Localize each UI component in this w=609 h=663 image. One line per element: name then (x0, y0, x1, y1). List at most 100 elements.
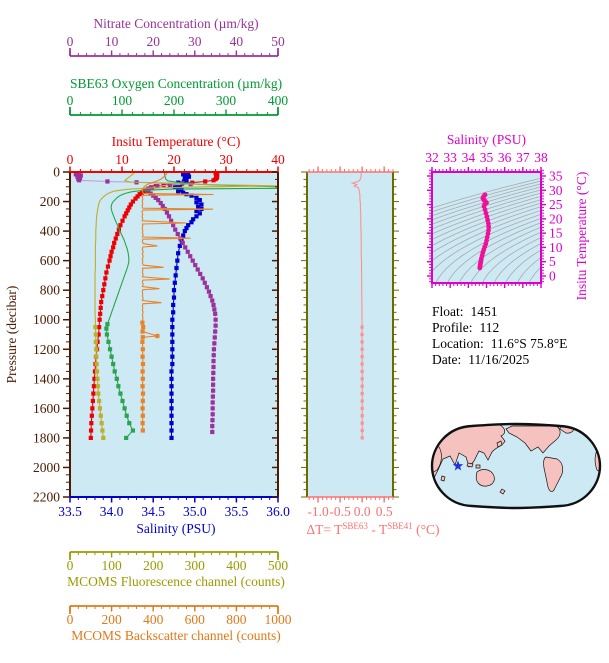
tick-label: 100 (101, 558, 122, 573)
tick-label: 0 (67, 152, 74, 167)
tick-label: 300 (185, 558, 206, 573)
delta-t-axis-title: ΔT= TSBE63 - TSBE41 (°C) (307, 521, 440, 537)
tick-label: -0.5 (329, 504, 351, 519)
tick-label: 0 (549, 269, 556, 284)
tick-label: 30 (188, 34, 202, 49)
tick-label: 37 (516, 150, 530, 165)
tick-label: 400 (268, 93, 289, 108)
tick-label: 10 (115, 152, 129, 167)
float-label: Float: (432, 304, 464, 319)
tick-label: 200 (164, 93, 185, 108)
tick-label: 20 (146, 34, 160, 49)
tick-label: 36 (498, 150, 512, 165)
pressure-tick-label: 2000 (33, 460, 60, 475)
tick-label: 50 (271, 34, 285, 49)
tick-label: 34 (462, 150, 476, 165)
series-oxygen-line (105, 172, 278, 439)
tick-label: 35 (480, 150, 494, 165)
tick-label: 10 (549, 240, 563, 255)
tick-label: 30 (549, 183, 563, 198)
axis-title: SBE63 Oxygen Concentration (µm/kg) (70, 76, 282, 91)
pressure-tick-label: 400 (40, 224, 61, 239)
float-info-row: Location: 11.6°S 75.8°E (432, 336, 607, 352)
date-label: Date: (432, 352, 462, 367)
axis-title: Insitu Temperature (°C) (112, 134, 241, 149)
tick-label: 0.5 (376, 504, 393, 519)
tick-label: 500 (268, 558, 289, 573)
tick-label: 35 (549, 169, 563, 184)
series-delta_t-markers (360, 325, 364, 440)
float-location-star (452, 460, 464, 471)
tick-label: 100 (112, 93, 133, 108)
tick-label: 34.0 (100, 504, 124, 519)
tick-label: 0 (67, 612, 74, 627)
pressure-tick-label: 1200 (33, 342, 60, 357)
world-map (430, 422, 602, 510)
tick-label: -1.0 (307, 504, 329, 519)
tick-label: 15 (549, 226, 563, 241)
float-info-row: Date: 11/16/2025 (432, 352, 607, 368)
pressure-tick-label: 200 (40, 194, 61, 209)
tick-label: 200 (143, 558, 164, 573)
tick-label: 33 (443, 150, 457, 165)
tick-label: 400 (226, 558, 247, 573)
axis-title: MCOMS Backscatter channel (counts) (71, 628, 281, 643)
location-label: Location: (432, 336, 484, 351)
tick-label: 0.0 (354, 504, 371, 519)
tick-label: 400 (143, 612, 164, 627)
tick-label: 20 (167, 152, 181, 167)
profile-series (73, 172, 278, 441)
delta-t-panel: -1.0 -0.5 0.0 0.5 ΔT= TSBE63 - TSBE41 (°C) (301, 166, 440, 537)
tick-label: 34.5 (141, 504, 165, 519)
tick-label: 33.5 (58, 504, 82, 519)
axis-title: Nitrate Concentration (µm/kg) (93, 16, 258, 31)
float-info-row: Float: 1451 (432, 304, 607, 320)
tick-label: 600 (185, 612, 206, 627)
tick-label: 25 (549, 197, 563, 212)
float-info-block: Float: 1451 Profile: 112 Location: 11.6°S 7… (432, 304, 607, 368)
axis-title: MCOMS Fluorescence channel (counts) (67, 574, 285, 589)
main-profile-plot: 0200400600800100012001400160018002000220… (4, 134, 290, 536)
float-value: 1451 (470, 304, 498, 319)
profile-label: Profile: (432, 320, 473, 335)
oxygen-scale: 0 100 200 300 400 SBE63 Oxygen Concentration … (67, 76, 289, 116)
pressure-tick-label: 1800 (33, 430, 60, 445)
tick-label: 0 (67, 93, 74, 108)
tick-label: 36.0 (266, 504, 290, 519)
tick-label: 10 (105, 34, 119, 49)
pressure-tick-label: 0 (53, 165, 60, 180)
location-value: 11.6°S 75.8°E (490, 336, 568, 351)
tick-label: 35.0 (183, 504, 207, 519)
tick-label: 0 (67, 558, 74, 573)
series-backscatter-line (141, 172, 214, 431)
tick-label: 200 (101, 612, 122, 627)
tick-label: 1000 (265, 612, 292, 627)
float-info-row: Profile: 112 (432, 320, 607, 336)
series-oxygen-markers (104, 322, 136, 441)
ts-temperature-title: Insitu Temperature (°C) (574, 172, 589, 301)
tick-label: 20 (549, 211, 563, 226)
pressure-tick-label: 1400 (33, 371, 60, 386)
tick-label: 40 (230, 34, 244, 49)
date-value: 11/16/2025 (468, 352, 530, 367)
tick-label: 5 (549, 254, 556, 269)
tick-label: 0 (67, 34, 74, 49)
tick-label: 38 (534, 150, 548, 165)
tick-label: 40 (271, 152, 285, 167)
axis-title: Salinity (PSU) (136, 521, 215, 536)
ts-salinity-title: Salinity (PSU) (447, 132, 526, 147)
pressure-tick-label: 1600 (33, 401, 60, 416)
series-fluorescence-markers (93, 325, 106, 441)
nitrate-scale: 0 10 20 30 40 50 Nitrate Concentration (µm/kg) (67, 16, 285, 57)
pressure-axis-title: Pressure (decibar) (4, 286, 19, 384)
series-delta_t-line (350, 172, 363, 438)
pressure-tick-label: 2200 (33, 490, 60, 505)
tick-label: 32 (425, 150, 439, 165)
tick-label: 800 (226, 612, 247, 627)
pressure-tick-label: 600 (40, 253, 61, 268)
